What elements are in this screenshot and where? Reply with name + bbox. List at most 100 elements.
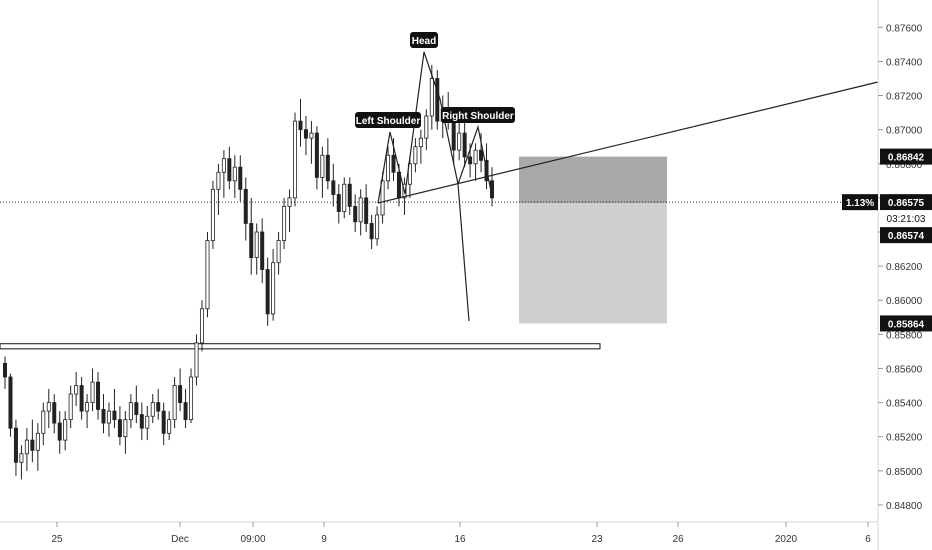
candle[interactable] (74, 371, 79, 406)
candle[interactable] (418, 129, 423, 164)
candle[interactable] (260, 218, 265, 284)
candle[interactable] (139, 402, 144, 441)
candle[interactable] (309, 121, 314, 164)
candle[interactable] (46, 388, 51, 429)
candle[interactable] (210, 180, 215, 250)
candle[interactable] (161, 402, 166, 446)
candle[interactable] (101, 394, 106, 434)
candle[interactable] (462, 121, 467, 168)
candle[interactable] (134, 385, 139, 424)
candle[interactable] (8, 373, 13, 437)
candle[interactable] (298, 98, 303, 147)
candle[interactable] (30, 419, 35, 463)
candle-body (369, 223, 374, 240)
candle[interactable] (271, 249, 276, 321)
candle[interactable] (380, 172, 385, 224)
candle[interactable] (3, 356, 8, 389)
candle[interactable] (96, 371, 101, 420)
candle[interactable] (57, 411, 62, 454)
candle[interactable] (145, 406, 150, 441)
candle[interactable] (265, 257, 270, 326)
pattern-label[interactable]: Head (410, 32, 438, 48)
pattern-label[interactable]: Right Shoulder (441, 107, 515, 123)
candle[interactable] (63, 411, 68, 451)
candle[interactable] (386, 146, 391, 190)
candle-body (123, 419, 128, 438)
candle[interactable] (369, 214, 374, 250)
candle[interactable] (106, 402, 111, 437)
take-profit-zone[interactable] (519, 202, 667, 324)
candle[interactable] (183, 388, 188, 429)
candle[interactable] (331, 163, 336, 207)
candle[interactable] (238, 155, 243, 202)
candle[interactable] (293, 112, 298, 207)
projection-line[interactable] (457, 183, 470, 322)
candle[interactable] (150, 394, 155, 424)
support-zone[interactable] (0, 343, 601, 350)
svg-text:0.85864: 0.85864 (888, 319, 925, 330)
candle[interactable] (194, 334, 199, 386)
neckline-trendline[interactable] (377, 81, 879, 204)
candle[interactable] (314, 126, 319, 190)
candle[interactable] (41, 402, 46, 446)
candle[interactable] (24, 428, 29, 471)
candle[interactable] (243, 177, 248, 241)
candle-body (24, 439, 29, 455)
candle[interactable] (52, 394, 57, 434)
candle[interactable] (325, 138, 330, 190)
candle[interactable] (276, 232, 281, 275)
candle[interactable] (227, 146, 232, 190)
candle[interactable] (320, 146, 325, 198)
candle[interactable] (79, 377, 84, 420)
head-shoulders-pattern-line[interactable] (377, 51, 493, 204)
candle[interactable] (90, 368, 95, 412)
candle[interactable] (35, 423, 40, 471)
candle[interactable] (254, 223, 259, 275)
candle[interactable] (249, 197, 254, 275)
candle[interactable] (282, 197, 287, 250)
candle[interactable] (347, 177, 352, 215)
candle[interactable] (85, 394, 90, 429)
candle[interactable] (172, 377, 177, 429)
candle[interactable] (473, 143, 478, 181)
stop-loss-zone[interactable] (519, 156, 667, 203)
candle[interactable] (375, 206, 380, 246)
candle-body (19, 453, 24, 463)
candle[interactable] (342, 177, 347, 219)
candle[interactable] (287, 189, 292, 232)
candle[interactable] (424, 109, 429, 151)
candle[interactable] (435, 69, 440, 130)
candle[interactable] (364, 184, 369, 232)
candle[interactable] (216, 163, 221, 215)
candle[interactable] (407, 155, 412, 198)
candle-body (183, 402, 188, 421)
candle[interactable] (358, 189, 363, 236)
candle-body (79, 385, 84, 412)
candle[interactable] (68, 385, 73, 429)
candle[interactable] (303, 116, 308, 156)
candle[interactable] (205, 232, 210, 318)
candle[interactable] (232, 155, 237, 198)
svg-text:03:21:03: 03:21:03 (887, 214, 926, 225)
candle[interactable] (221, 150, 226, 198)
candle[interactable] (117, 406, 122, 446)
candle[interactable] (336, 184, 341, 224)
candle[interactable] (353, 194, 358, 232)
candle[interactable] (13, 419, 18, 476)
candle[interactable] (123, 411, 128, 454)
candle[interactable] (19, 445, 24, 480)
candle-body (347, 183, 352, 207)
candle[interactable] (156, 388, 161, 420)
candle[interactable] (413, 138, 418, 173)
candle[interactable] (457, 121, 462, 161)
candle[interactable] (199, 300, 204, 352)
candle[interactable] (178, 368, 183, 412)
candle[interactable] (128, 394, 133, 429)
candle[interactable] (167, 411, 172, 441)
candle-body (462, 132, 467, 158)
y-tick-label: 0.87000 (886, 126, 923, 137)
pattern-label[interactable]: Left Shoulder (355, 112, 421, 128)
candle[interactable] (189, 368, 194, 424)
candle[interactable] (112, 388, 117, 429)
